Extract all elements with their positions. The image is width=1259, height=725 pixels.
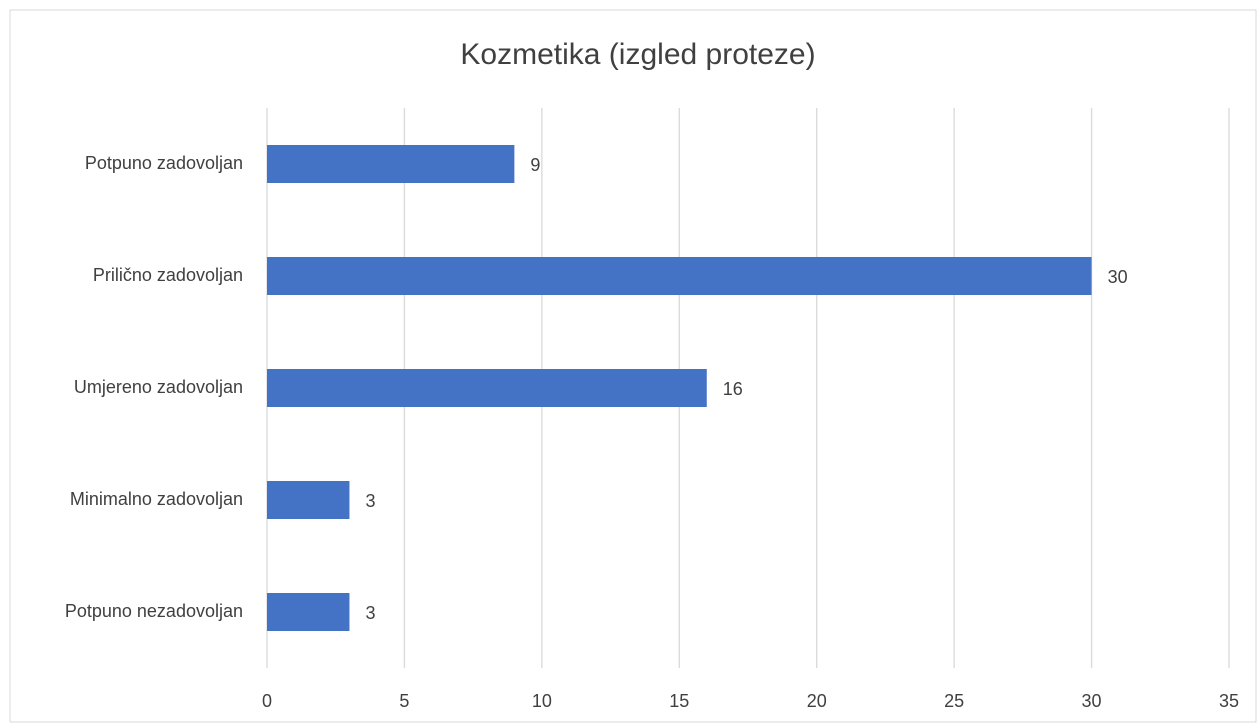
chart-border xyxy=(9,9,1257,723)
data-label: 9 xyxy=(530,155,540,175)
x-tick-label: 10 xyxy=(532,691,552,711)
x-tick-label: 20 xyxy=(807,691,827,711)
data-label: 3 xyxy=(365,491,375,511)
bar xyxy=(267,481,350,519)
bar xyxy=(267,257,1092,295)
x-tick-label: 25 xyxy=(944,691,964,711)
y-tick-label: Umjereno zadovoljan xyxy=(74,377,243,397)
x-tick-label: 15 xyxy=(669,691,689,711)
x-tick-label: 30 xyxy=(1082,691,1102,711)
y-tick-label: Minimalno zadovoljan xyxy=(70,489,243,509)
x-tick-label: 35 xyxy=(1219,691,1239,711)
data-label: 30 xyxy=(1108,267,1128,287)
y-tick-label: Potpuno zadovoljan xyxy=(85,153,243,173)
data-label: 16 xyxy=(723,379,743,399)
chart-title: Kozmetika (izgled proteze) xyxy=(460,38,815,71)
x-tick-label: 0 xyxy=(262,691,272,711)
bar xyxy=(267,593,350,631)
bar xyxy=(267,369,707,407)
y-tick-label: Potpuno nezadovoljan xyxy=(65,601,243,621)
data-label: 3 xyxy=(365,603,375,623)
bar xyxy=(267,145,515,183)
y-tick-label: Prilično zadovoljan xyxy=(93,265,243,285)
x-tick-label: 5 xyxy=(399,691,409,711)
